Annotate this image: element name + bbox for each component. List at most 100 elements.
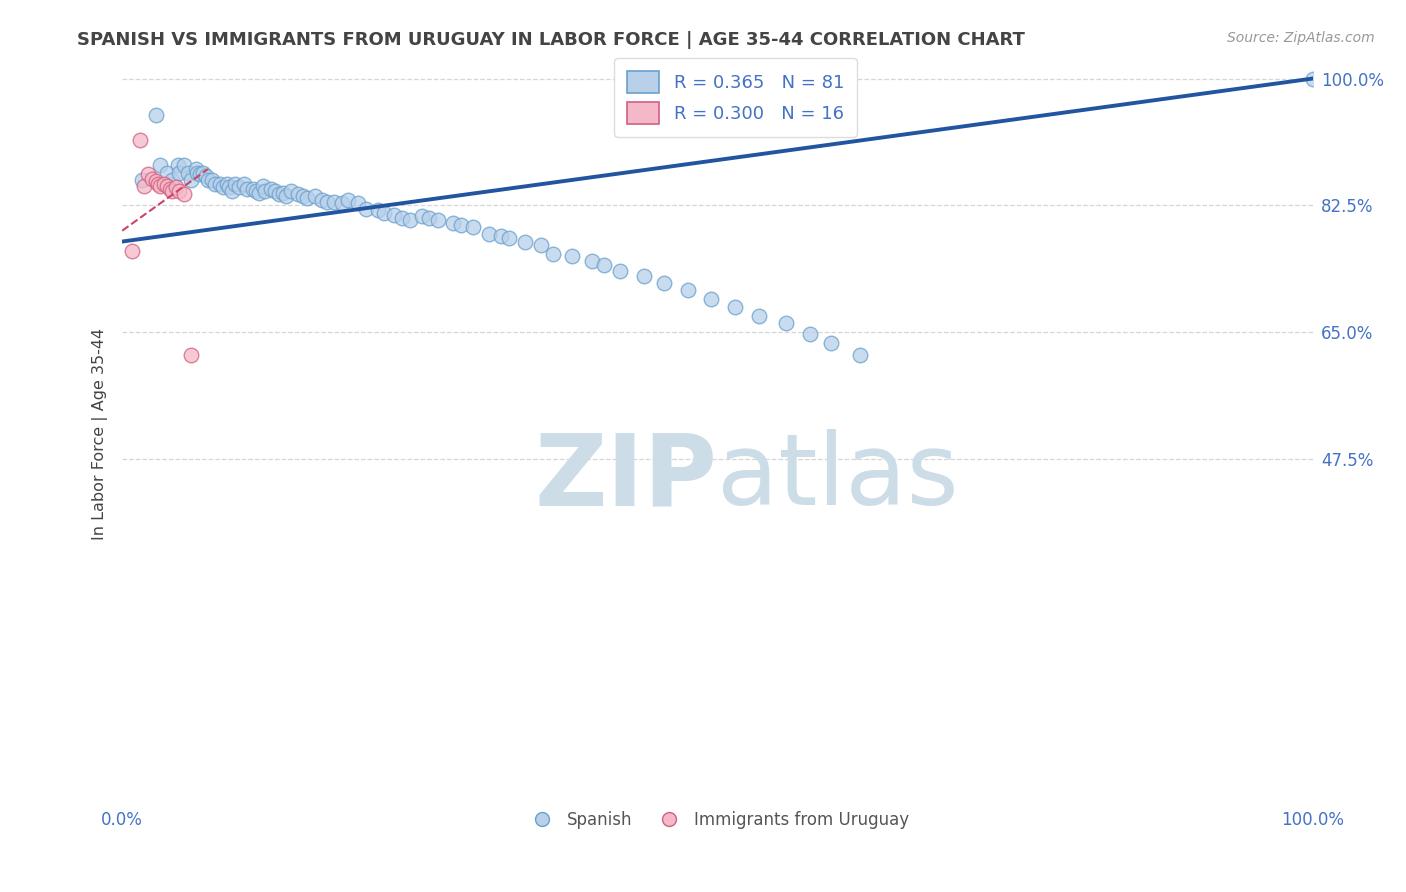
Point: [609, 263, 631, 277]
Y-axis label: In Labor Force | Age 35-44: In Labor Force | Age 35-44: [93, 327, 108, 540]
Point: [271, 186, 294, 200]
Point: [232, 177, 254, 191]
Point: [799, 326, 821, 341]
Text: ZIP: ZIP: [534, 429, 717, 526]
Point: [775, 317, 797, 331]
Point: [354, 202, 377, 216]
Legend: Spanish, Immigrants from Uruguay: Spanish, Immigrants from Uruguay: [519, 804, 917, 835]
Point: [236, 182, 259, 196]
Point: [153, 177, 176, 191]
Point: [593, 259, 616, 273]
Point: [156, 178, 179, 193]
Point: [129, 133, 152, 147]
Point: [194, 169, 217, 184]
Point: [228, 180, 250, 194]
Point: [252, 178, 274, 193]
Point: [337, 193, 360, 207]
Point: [132, 178, 155, 193]
Point: [121, 244, 143, 258]
Point: [218, 180, 240, 194]
Point: [382, 208, 405, 222]
Text: atlas: atlas: [717, 429, 959, 526]
Point: [165, 180, 187, 194]
Point: [441, 216, 464, 230]
Point: [367, 203, 389, 218]
Point: [478, 227, 501, 242]
Point: [173, 159, 195, 173]
Point: [146, 177, 169, 191]
Point: [242, 182, 264, 196]
Point: [200, 173, 222, 187]
Point: [530, 238, 553, 252]
Point: [748, 309, 770, 323]
Point: [224, 177, 246, 191]
Point: [450, 218, 472, 232]
Point: [197, 173, 219, 187]
Point: [176, 166, 198, 180]
Point: [724, 300, 747, 314]
Point: [1302, 71, 1324, 86]
Point: [159, 182, 181, 196]
Point: [245, 184, 267, 198]
Point: [426, 212, 449, 227]
Point: [463, 220, 485, 235]
Point: [633, 268, 655, 283]
Point: [169, 184, 191, 198]
Point: [188, 167, 211, 181]
Point: [541, 247, 564, 261]
Point: [215, 177, 238, 191]
Point: [204, 177, 226, 191]
Point: [260, 182, 283, 196]
Point: [700, 293, 723, 307]
Point: [489, 229, 512, 244]
Point: [167, 159, 190, 173]
Point: [276, 189, 298, 203]
Point: [193, 166, 215, 180]
Point: [173, 187, 195, 202]
Point: [180, 173, 202, 187]
Point: [561, 249, 583, 263]
Point: [316, 194, 339, 209]
Point: [498, 231, 520, 245]
Point: [391, 211, 413, 225]
Point: [149, 178, 172, 193]
Point: [411, 209, 433, 223]
Point: [295, 191, 318, 205]
Point: [180, 348, 202, 362]
Point: [280, 184, 302, 198]
Point: [820, 335, 842, 350]
Point: [373, 205, 395, 219]
Point: [186, 166, 208, 180]
Point: [581, 254, 603, 268]
Point: [399, 212, 422, 227]
Point: [131, 173, 153, 187]
Point: [169, 166, 191, 180]
Text: SPANISH VS IMMIGRANTS FROM URUGUAY IN LABOR FORCE | AGE 35-44 CORRELATION CHART: SPANISH VS IMMIGRANTS FROM URUGUAY IN LA…: [77, 31, 1025, 49]
Point: [156, 166, 179, 180]
Point: [160, 184, 183, 198]
Point: [221, 184, 243, 198]
Point: [149, 159, 172, 173]
Point: [145, 108, 167, 122]
Point: [347, 196, 370, 211]
Text: Source: ZipAtlas.com: Source: ZipAtlas.com: [1227, 31, 1375, 45]
Point: [254, 184, 277, 198]
Point: [849, 348, 872, 362]
Point: [311, 193, 333, 207]
Point: [208, 177, 231, 191]
Point: [304, 189, 326, 203]
Point: [263, 184, 285, 198]
Point: [676, 283, 699, 297]
Point: [323, 194, 346, 209]
Point: [212, 180, 235, 194]
Point: [184, 162, 207, 177]
Point: [145, 174, 167, 188]
Point: [160, 173, 183, 187]
Point: [652, 276, 675, 290]
Point: [247, 186, 270, 200]
Point: [287, 187, 309, 202]
Point: [418, 211, 440, 225]
Point: [292, 189, 315, 203]
Point: [269, 187, 291, 202]
Point: [332, 196, 354, 211]
